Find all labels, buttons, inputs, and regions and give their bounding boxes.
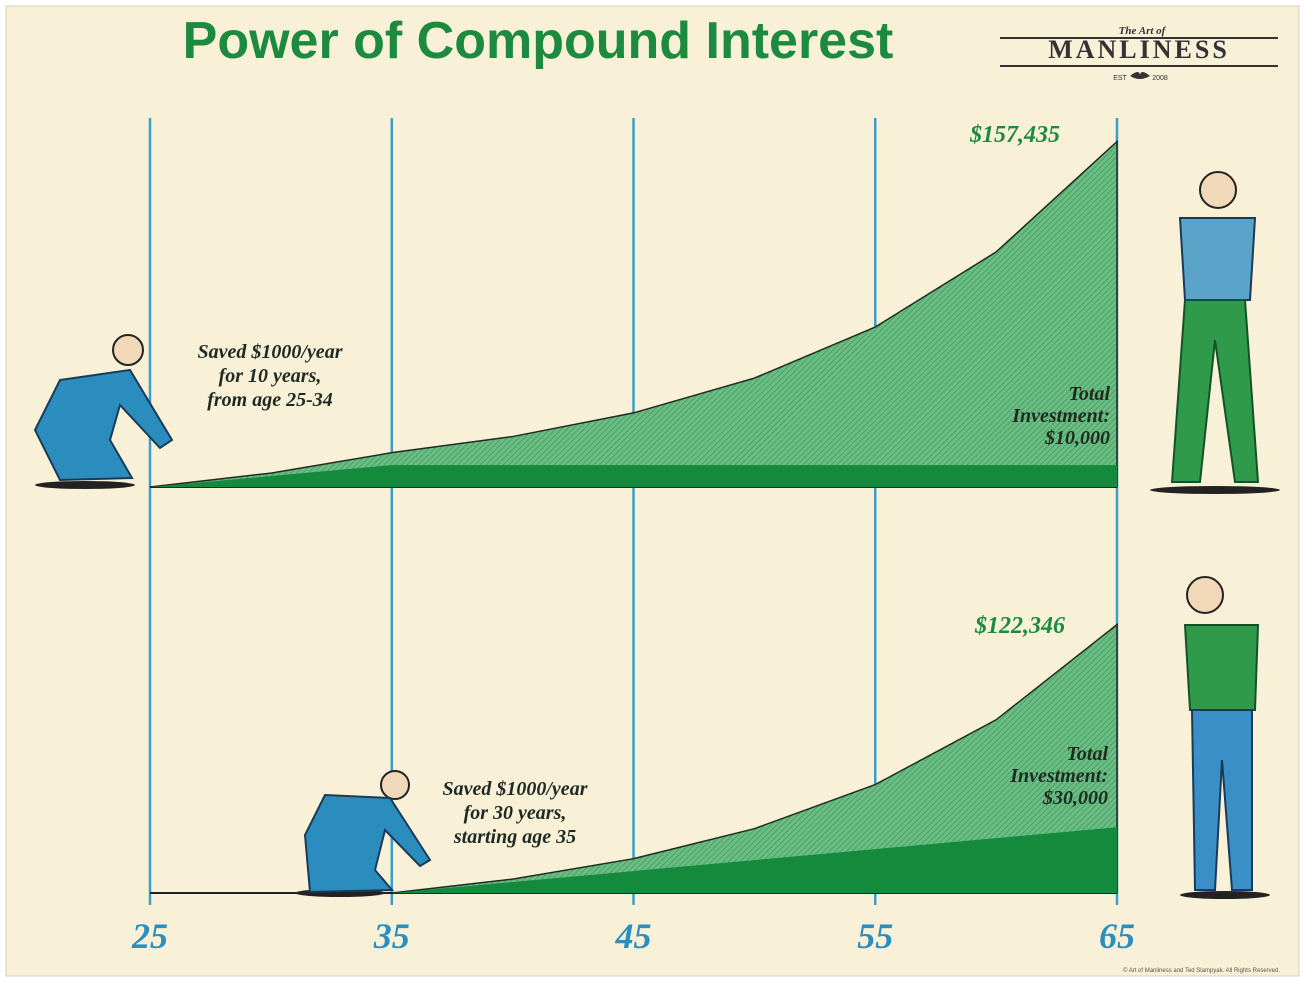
annotation: Saved $1000/year (443, 778, 588, 800)
annotation: for 30 years, (464, 802, 567, 824)
annotation: from age 25-34 (207, 389, 333, 411)
x-tick-label: 35 (373, 916, 410, 956)
copyright: © Art of Manliness and Ted Slampyak. All… (1123, 967, 1280, 974)
logo-est: EST (1113, 75, 1127, 82)
x-tick-label: 25 (131, 916, 168, 956)
value-label: $10,000 (1044, 427, 1110, 449)
annotation: starting age 35 (453, 826, 576, 848)
logo-name: MANLINESS (1048, 35, 1230, 64)
x-tick-label: 45 (615, 916, 652, 956)
value-label: $30,000 (1042, 787, 1108, 809)
annotation: Saved $1000/year (198, 341, 343, 363)
annotation: for 10 years, (219, 365, 322, 387)
value-label: $157,435 (969, 122, 1060, 148)
x-tick-label: 55 (857, 916, 893, 956)
title: Power of Compound Interest (183, 12, 894, 70)
infographic: Power of Compound Interest The Art of MA… (0, 0, 1305, 982)
logo-year: 2008 (1152, 75, 1168, 82)
x-tick-label: 65 (1099, 916, 1135, 956)
page: Power of Compound Interest The Art of MA… (0, 0, 1305, 982)
value-label: $122,346 (974, 613, 1065, 639)
